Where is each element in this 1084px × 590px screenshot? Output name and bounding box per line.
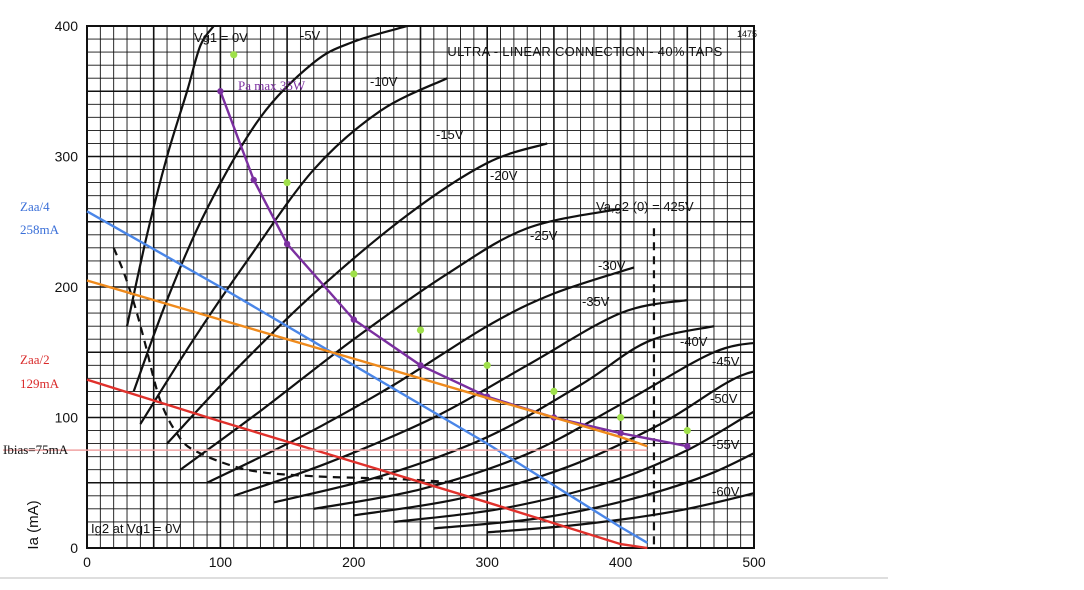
tube-curve xyxy=(132,26,408,392)
label-minus45v: -45V xyxy=(712,354,740,369)
label-minus25v: -25V xyxy=(530,228,558,243)
x-tick-label: 400 xyxy=(609,554,633,570)
x-tick-label: 500 xyxy=(742,554,766,570)
tube-curve xyxy=(125,26,215,327)
label-pa-max: Pa max 35W xyxy=(238,78,306,93)
y-tick-label: 200 xyxy=(55,279,79,295)
reference-point xyxy=(230,51,238,59)
tube-curve xyxy=(313,341,754,510)
label-minus20v: -20V xyxy=(490,168,518,183)
chart-title: ULTRA - LINEAR CONNECTION - 40% TAPS xyxy=(447,44,722,59)
series-line xyxy=(86,378,648,550)
reference-point xyxy=(416,326,425,334)
y-tick-label: 100 xyxy=(55,410,79,426)
label-minus10v: -10V xyxy=(370,74,398,89)
series-line xyxy=(86,279,648,448)
tube-curve xyxy=(353,370,754,517)
series-point xyxy=(417,362,424,369)
series-point xyxy=(283,240,291,248)
x-tick-label: 0 xyxy=(83,554,91,570)
y-tick-label: 300 xyxy=(55,149,79,165)
x-tick-label: 100 xyxy=(209,554,233,570)
series-point xyxy=(217,88,224,95)
label-minus15v: -15V xyxy=(436,127,464,142)
tube-curve xyxy=(393,410,754,523)
axis-ticks: 0 100 200 300 400 500 0 100 200 300 400 xyxy=(55,18,766,570)
y-axis-label: Ia (mA) xyxy=(25,500,42,549)
y-tick-label: 0 xyxy=(70,540,78,556)
label-va-g2: Va,g2 (0) = 425V xyxy=(596,199,694,214)
label-minus30v: -30V xyxy=(598,258,626,273)
x-tick-label: 300 xyxy=(476,554,500,570)
series-line xyxy=(86,210,648,544)
reference-point xyxy=(283,179,291,187)
label-minus35v: -35V xyxy=(582,294,610,309)
tube-curve xyxy=(139,77,448,425)
reference-point xyxy=(683,426,691,435)
tube-curve xyxy=(179,207,621,471)
corner-note: 1475 xyxy=(737,29,757,39)
label-minus5v: -5V xyxy=(300,28,321,43)
reference-point xyxy=(550,387,558,395)
x-tick-label: 200 xyxy=(342,554,366,570)
label-vg1-0v: Vg1 = 0V xyxy=(194,30,248,45)
label-minus40v: -40V xyxy=(680,334,708,349)
reference-point xyxy=(617,413,625,422)
grid xyxy=(86,25,755,549)
label-zaa4-value: 258mA xyxy=(20,222,60,237)
reference-point xyxy=(350,270,358,278)
label-ig2: Ig2 at Vg1 = 0V xyxy=(91,521,181,536)
reference-points xyxy=(230,51,691,435)
series-point xyxy=(250,176,257,184)
y-tick-label: 400 xyxy=(55,18,79,34)
series-point xyxy=(617,429,624,437)
series-point xyxy=(350,316,357,323)
overlay-series xyxy=(3,88,691,550)
tube-curve xyxy=(273,325,715,504)
tube-curves xyxy=(112,26,754,548)
dashed-curve xyxy=(112,247,461,484)
label-ibias: Ibias=75mA xyxy=(3,442,69,457)
tube-curve xyxy=(433,451,754,530)
tube-curve xyxy=(166,142,548,445)
label-minus55v: -55V xyxy=(712,437,740,452)
reference-point xyxy=(483,361,491,369)
label-zaa4: Zaa/4 xyxy=(20,199,50,214)
label-minus60v: -60V xyxy=(712,484,740,499)
label-minus50v: -50V xyxy=(710,391,738,406)
label-zaa2: Zaa/2 xyxy=(20,352,50,367)
series-point xyxy=(684,443,691,450)
label-zaa2-value: 129mA xyxy=(20,376,60,391)
tube-curve xyxy=(206,266,635,484)
